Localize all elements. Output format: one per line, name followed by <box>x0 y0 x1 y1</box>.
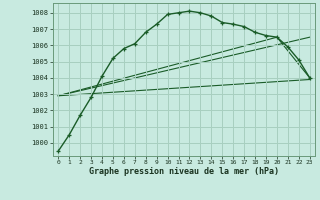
X-axis label: Graphe pression niveau de la mer (hPa): Graphe pression niveau de la mer (hPa) <box>89 167 279 176</box>
